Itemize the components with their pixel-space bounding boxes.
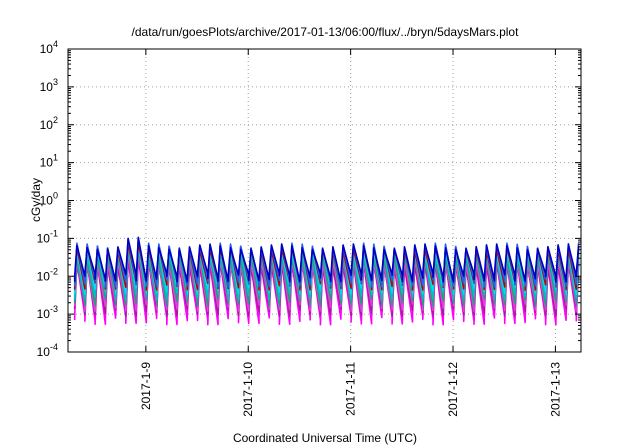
y-tick-label: 10-3 <box>37 304 58 321</box>
y-tick-label: 103 <box>40 77 58 94</box>
y-axis-label: cGy/day <box>29 178 43 222</box>
x-tick-label: 2017-1-12 <box>446 362 460 417</box>
x-tick-label: 2017-1-11 <box>344 362 358 416</box>
plot-frame <box>67 48 582 353</box>
y-tick-label: 102 <box>40 115 58 132</box>
x-tick-label: 2017-1-13 <box>548 362 562 417</box>
x-axis-label: Coordinated Universal Time (UTC) <box>233 431 417 445</box>
chart-title: /data/run/goesPlots/archive/2017-01-13/0… <box>132 25 520 39</box>
x-tick-label: 2017-1-10 <box>241 362 255 417</box>
x-axis: 2017-1-9 2017-1-10 2017-1-11 2017-1-12 2017-… <box>139 49 562 417</box>
x-tick-label: 2017-1-9 <box>139 362 153 410</box>
y-tick-label: 101 <box>40 153 58 170</box>
y-tick-label: 10-1 <box>37 228 58 245</box>
y-tick-label: 104 <box>40 39 58 56</box>
series-group <box>73 236 580 326</box>
series-line-9 <box>73 237 580 283</box>
y-tick-label: 10-2 <box>37 266 58 283</box>
y-tick-label: 10-4 <box>37 342 58 359</box>
y-tick-label: 100 <box>40 191 58 208</box>
series-line-8 <box>73 236 580 288</box>
